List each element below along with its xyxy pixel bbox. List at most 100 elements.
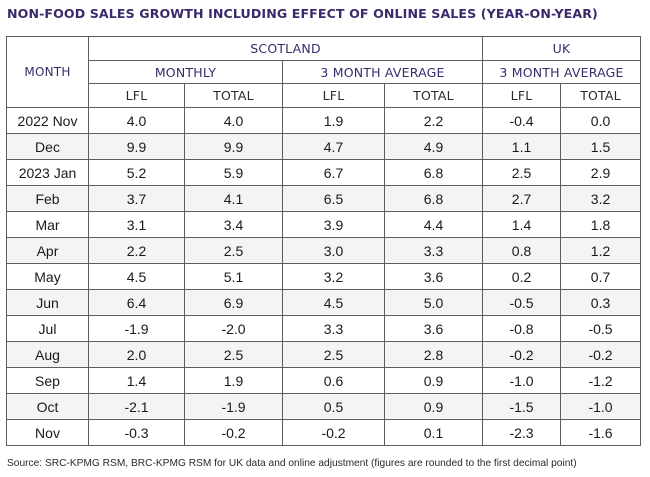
table-row: Nov -0.3 -0.2 -0.2 0.1 -2.3 -1.6 <box>6 419 642 446</box>
value-cell-scot-3ma-lfl: 1.9 <box>282 107 385 134</box>
value-cell-scot-3ma-total: 0.9 <box>383 393 484 420</box>
table-row: Jun 6.4 6.9 4.5 5.0 -0.5 0.3 <box>6 289 642 316</box>
table-row: 2023 Jan 5.2 5.9 6.7 6.8 2.5 2.9 <box>6 159 642 186</box>
value-cell-scot-monthly-total: 4.0 <box>184 107 283 134</box>
value-cell-scot-monthly-lfl: 1.4 <box>88 367 185 394</box>
value-cell-scot-monthly-lfl: 2.0 <box>88 341 185 368</box>
value-cell-scot-monthly-lfl: 3.1 <box>88 211 185 238</box>
value-cell-scot-monthly-lfl: 3.7 <box>88 185 185 212</box>
scotland-header: SCOTLAND <box>87 36 484 61</box>
value-cell-scot-3ma-lfl: 3.2 <box>282 263 385 290</box>
value-cell-scot-monthly-lfl: 4.0 <box>88 107 185 134</box>
table-row: Mar 3.1 3.4 3.9 4.4 1.4 1.8 <box>6 211 642 238</box>
value-cell-uk-3ma-lfl: 1.1 <box>482 133 562 160</box>
month-cell: Nov <box>6 419 89 446</box>
value-cell-scot-3ma-lfl: 3.3 <box>282 315 385 342</box>
value-cell-scot-monthly-lfl: 5.2 <box>88 159 185 186</box>
value-cell-uk-3ma-total: 0.7 <box>560 263 642 290</box>
value-cell-scot-3ma-lfl: 6.5 <box>282 185 385 212</box>
value-cell-scot-3ma-lfl: 0.5 <box>282 393 385 420</box>
value-cell-uk-3ma-total: 1.2 <box>560 237 642 264</box>
month-cell: 2023 Jan <box>6 159 89 186</box>
value-cell-scot-monthly-lfl: 2.2 <box>88 237 185 264</box>
month-cell: Mar <box>6 211 89 238</box>
month-cell: 2022 Nov <box>6 107 89 134</box>
value-cell-scot-3ma-total: 2.2 <box>383 107 484 134</box>
value-cell-uk-3ma-lfl: -1.5 <box>482 393 562 420</box>
value-cell-uk-3ma-total: -0.2 <box>560 341 642 368</box>
table-row: May 4.5 5.1 3.2 3.6 0.2 0.7 <box>6 263 642 290</box>
value-cell-scot-3ma-total: 4.9 <box>383 133 484 160</box>
col-header-scot-3ma-total: TOTAL <box>383 83 484 108</box>
value-cell-scot-monthly-total: 2.5 <box>184 341 283 368</box>
value-cell-scot-3ma-total: 3.6 <box>383 263 484 290</box>
value-cell-scot-monthly-lfl: 4.5 <box>88 263 185 290</box>
value-cell-uk-3ma-lfl: 2.5 <box>482 159 562 186</box>
value-cell-scot-monthly-total: 9.9 <box>184 133 283 160</box>
value-cell-scot-3ma-total: 4.4 <box>383 211 484 238</box>
table-row: Jul -1.9 -2.0 3.3 3.6 -0.8 -0.5 <box>6 315 642 342</box>
value-cell-uk-3ma-lfl: -0.4 <box>482 107 562 134</box>
month-cell: Apr <box>6 237 89 264</box>
col-header-uk-3ma-total: TOTAL <box>560 83 642 108</box>
value-cell-scot-monthly-lfl: -0.3 <box>88 419 185 446</box>
scotland-3ma-header: 3 MONTH AVERAGE <box>281 60 484 84</box>
value-cell-uk-3ma-lfl: -0.2 <box>482 341 562 368</box>
col-header-scot-monthly-total: TOTAL <box>184 83 283 108</box>
value-cell-scot-3ma-lfl: 3.9 <box>282 211 385 238</box>
value-cell-uk-3ma-lfl: -1.0 <box>482 367 562 394</box>
source-note: Source: SRC-KPMG RSM, BRC-KPMG RSM for U… <box>7 458 577 469</box>
month-cell: Jul <box>6 315 89 342</box>
value-cell-uk-3ma-total: 2.9 <box>560 159 642 186</box>
value-cell-scot-monthly-total: 6.9 <box>184 289 283 316</box>
col-header-scot-3ma-lfl: LFL <box>282 83 385 108</box>
value-cell-scot-monthly-total: 4.1 <box>184 185 283 212</box>
value-cell-scot-3ma-lfl: 2.5 <box>282 341 385 368</box>
value-cell-uk-3ma-lfl: 1.4 <box>482 211 562 238</box>
col-header-uk-3ma-lfl: LFL <box>482 83 562 108</box>
value-cell-scot-monthly-total: 1.9 <box>184 367 283 394</box>
sales-growth-table: MONTH SCOTLAND UK MONTHLY 3 MONTH AVERAG… <box>6 36 642 446</box>
value-cell-scot-3ma-lfl: 4.7 <box>282 133 385 160</box>
value-cell-uk-3ma-total: 0.3 <box>560 289 642 316</box>
month-cell: May <box>6 263 89 290</box>
value-cell-scot-monthly-lfl: 6.4 <box>88 289 185 316</box>
value-cell-uk-3ma-lfl: -2.3 <box>482 419 562 446</box>
table-row: Oct -2.1 -1.9 0.5 0.9 -1.5 -1.0 <box>6 393 642 420</box>
value-cell-scot-3ma-total: 5.0 <box>383 289 484 316</box>
value-cell-scot-3ma-lfl: -0.2 <box>282 419 385 446</box>
value-cell-uk-3ma-total: 1.8 <box>560 211 642 238</box>
month-cell: Jun <box>6 289 89 316</box>
month-cell: Oct <box>6 393 89 420</box>
value-cell-scot-monthly-total: 5.9 <box>184 159 283 186</box>
value-cell-scot-monthly-total: -1.9 <box>184 393 283 420</box>
month-cell: Dec <box>6 133 89 160</box>
month-cell: Aug <box>6 341 89 368</box>
value-cell-scot-monthly-lfl: -1.9 <box>88 315 185 342</box>
value-cell-uk-3ma-lfl: -0.5 <box>482 289 562 316</box>
value-cell-uk-3ma-total: -1.6 <box>560 419 642 446</box>
value-cell-scot-3ma-total: 3.6 <box>383 315 484 342</box>
value-cell-uk-3ma-lfl: 0.2 <box>482 263 562 290</box>
col-header-scot-monthly-lfl: LFL <box>88 83 185 108</box>
table-row: Sep 1.4 1.9 0.6 0.9 -1.0 -1.2 <box>6 367 642 394</box>
value-cell-uk-3ma-lfl: -0.8 <box>482 315 562 342</box>
value-cell-scot-monthly-total: 5.1 <box>184 263 283 290</box>
value-cell-scot-3ma-total: 2.8 <box>383 341 484 368</box>
value-cell-uk-3ma-total: 1.5 <box>560 133 642 160</box>
value-cell-scot-3ma-lfl: 3.0 <box>282 237 385 264</box>
table-row: Aug 2.0 2.5 2.5 2.8 -0.2 -0.2 <box>6 341 642 368</box>
value-cell-uk-3ma-total: 0.0 <box>560 107 642 134</box>
uk-3ma-header: 3 MONTH AVERAGE <box>482 60 642 84</box>
scotland-monthly-header: MONTHLY <box>88 60 283 84</box>
value-cell-scot-3ma-lfl: 0.6 <box>282 367 385 394</box>
table-row: Apr 2.2 2.5 3.0 3.3 0.8 1.2 <box>6 237 642 264</box>
month-header: MONTH <box>6 36 89 108</box>
value-cell-scot-3ma-total: 6.8 <box>383 159 484 186</box>
value-cell-scot-monthly-total: -2.0 <box>184 315 283 342</box>
value-cell-scot-3ma-total: 6.8 <box>383 185 484 212</box>
month-cell: Sep <box>6 367 89 394</box>
value-cell-scot-3ma-lfl: 4.5 <box>282 289 385 316</box>
value-cell-scot-monthly-total: 3.4 <box>184 211 283 238</box>
value-cell-scot-3ma-lfl: 6.7 <box>282 159 385 186</box>
